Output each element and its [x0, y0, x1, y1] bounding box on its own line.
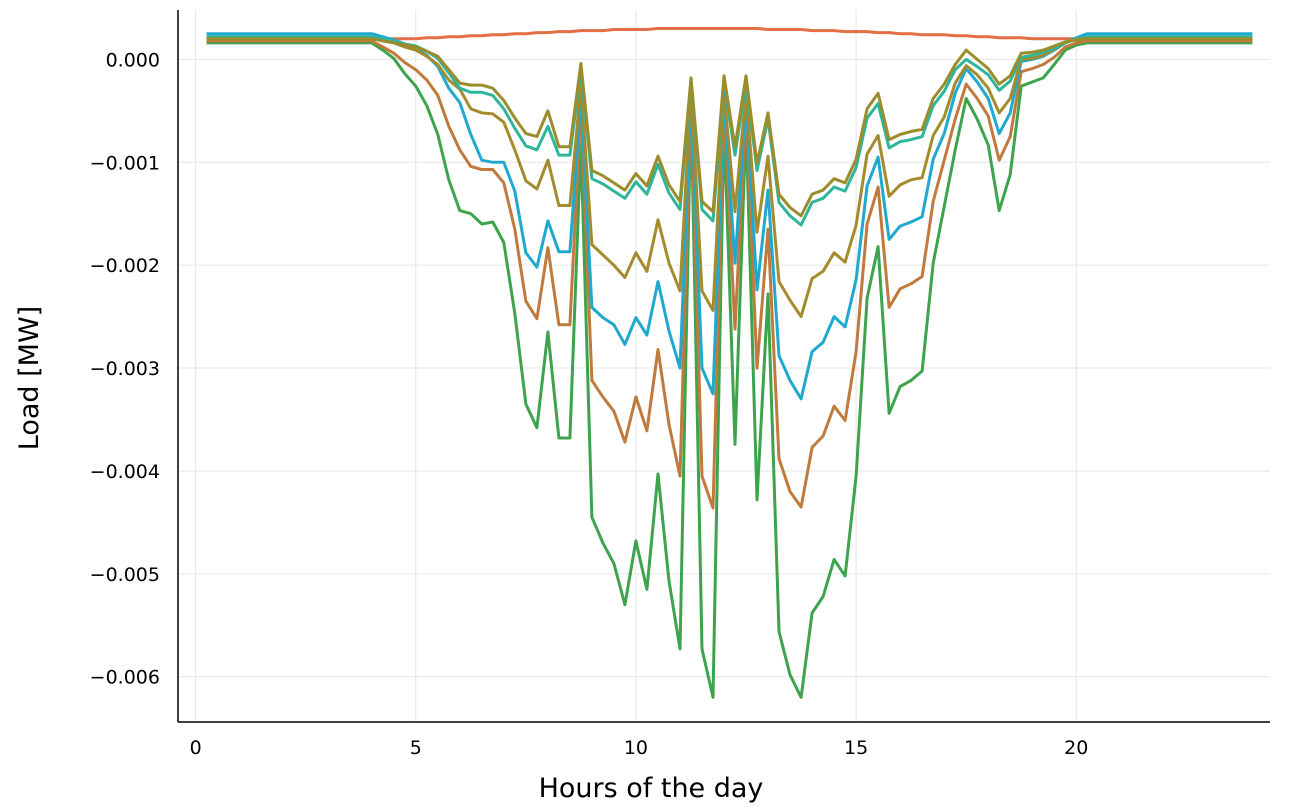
y-tick-label-4: −0.004: [90, 461, 160, 483]
y-tick-labels: 0.000 −0.001 −0.002 −0.003 −0.004 −0.005 −0.00…: [90, 49, 160, 688]
x-tick-label-3: 15: [844, 737, 868, 759]
series-line-3: [206, 39, 1253, 510]
y-tick-label-6: −0.006: [90, 667, 160, 689]
axes: [177, 10, 1270, 723]
y-tick-label-0: 0.000: [106, 49, 160, 71]
x-tick-label-0: 0: [190, 737, 202, 759]
y-tick-label-3: −0.003: [90, 358, 160, 380]
x-axis-title: Hours of the day: [539, 773, 764, 804]
series-line-7: [206, 37, 1253, 218]
series-line-2: [206, 41, 1253, 699]
grid-lines: [178, 10, 1270, 722]
x-tick-label-4: 20: [1064, 737, 1088, 759]
y-tick-label-5: −0.005: [90, 564, 160, 586]
y-tick-label-1: −0.001: [90, 152, 160, 174]
x-tick-label-1: 5: [410, 737, 422, 759]
data-series: [206, 27, 1253, 699]
x-tick-label-2: 10: [624, 737, 648, 759]
y-axis-title: Load [MW]: [14, 306, 45, 450]
x-tick-labels: 0 5 10 15 20: [190, 737, 1089, 759]
y-tick-label-2: −0.002: [90, 255, 160, 277]
